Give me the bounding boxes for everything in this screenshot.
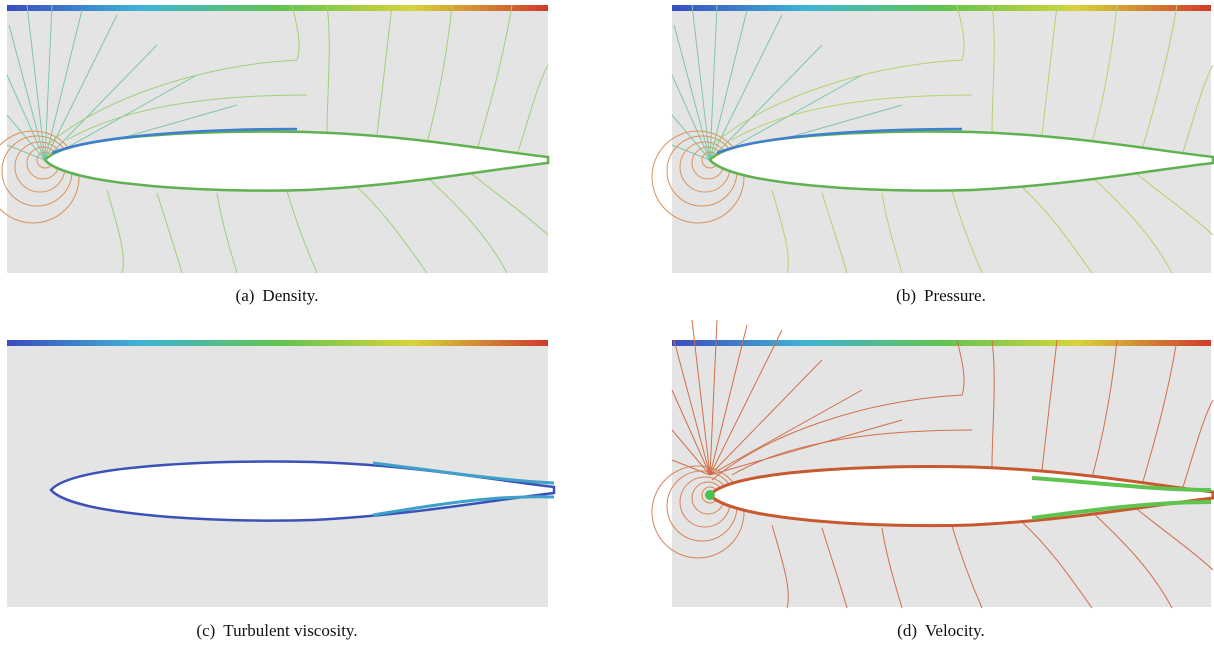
caption-part: (d) [897, 621, 917, 640]
panel-b-plot [651, 4, 1214, 274]
caption: (d) Velocity. [897, 621, 985, 640]
caption-part: Turbulent viscosity. [223, 621, 357, 640]
caption-part: Density. [262, 286, 318, 305]
caption-part: Velocity. [925, 621, 985, 640]
panel-c-plot [7, 340, 556, 607]
caption-part: (a) [236, 286, 255, 305]
caption-part: (b) [896, 286, 916, 305]
panel-d-plot [651, 319, 1214, 609]
caption: (a) Density. [236, 286, 319, 305]
caption: (c) Turbulent viscosity. [196, 621, 357, 640]
caption-part: Pressure. [924, 286, 986, 305]
panel-a-plot [0, 4, 550, 274]
caption-part: (c) [196, 621, 215, 640]
caption: (b) Pressure. [896, 286, 986, 305]
